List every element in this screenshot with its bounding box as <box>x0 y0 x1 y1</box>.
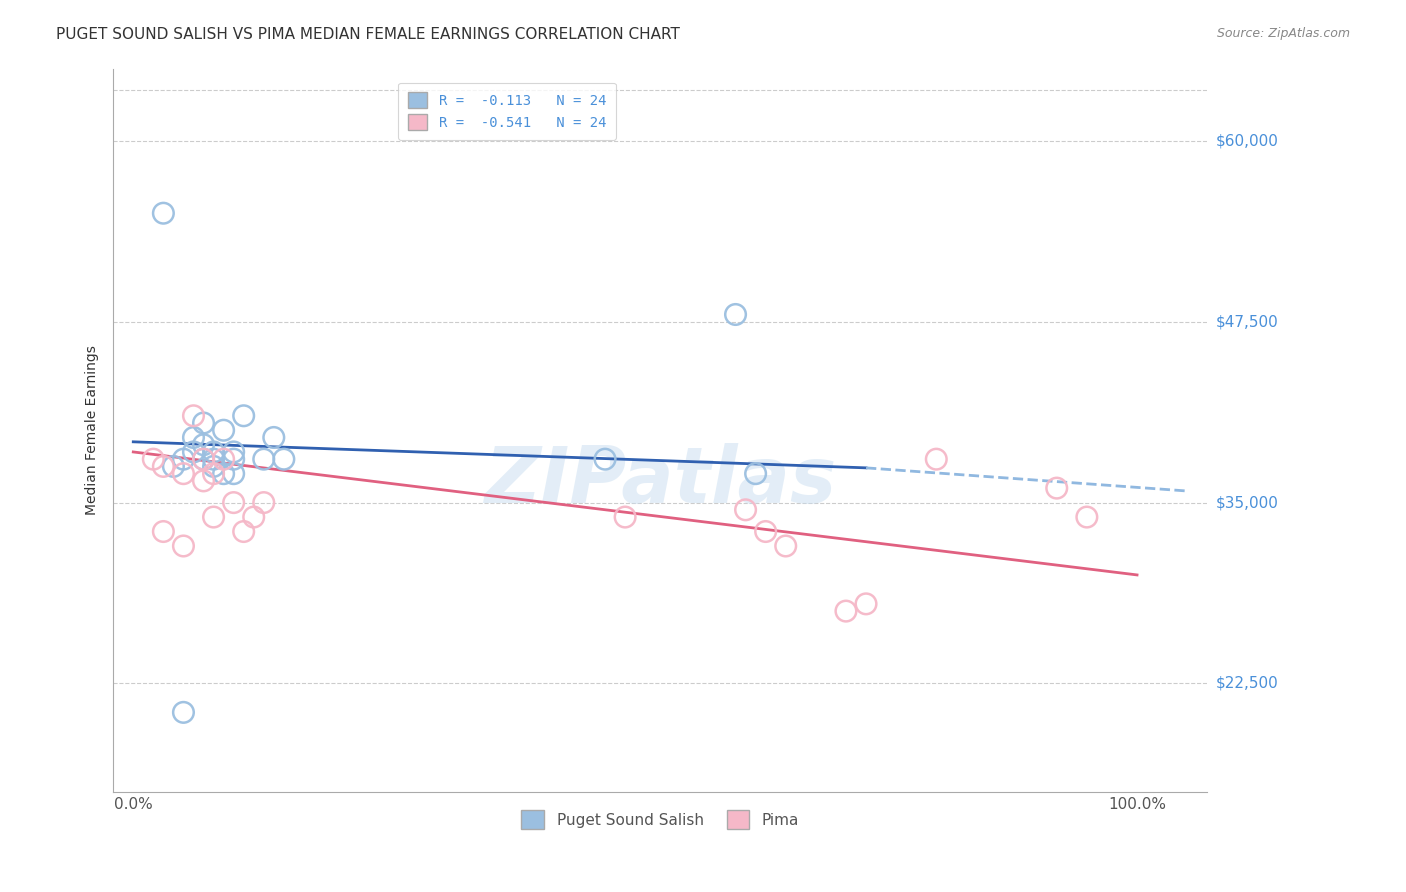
Point <box>193 452 215 467</box>
Point <box>152 524 174 539</box>
Text: PUGET SOUND SALISH VS PIMA MEDIAN FEMALE EARNINGS CORRELATION CHART: PUGET SOUND SALISH VS PIMA MEDIAN FEMALE… <box>56 27 681 42</box>
Point <box>202 452 225 467</box>
Point <box>193 452 215 467</box>
Text: $35,000: $35,000 <box>1216 495 1278 510</box>
Text: ZIPatlas: ZIPatlas <box>484 443 837 519</box>
Point <box>835 604 858 618</box>
Text: $22,500: $22,500 <box>1216 676 1278 691</box>
Y-axis label: Median Female Earnings: Median Female Earnings <box>86 345 100 516</box>
Point <box>172 467 194 481</box>
Point <box>172 706 194 720</box>
Point <box>744 467 766 481</box>
Point <box>202 467 225 481</box>
Point <box>193 438 215 452</box>
Point <box>925 452 948 467</box>
Point <box>253 495 276 509</box>
Point <box>222 445 245 459</box>
Point <box>183 445 205 459</box>
Text: $47,500: $47,500 <box>1216 314 1278 329</box>
Point <box>152 206 174 220</box>
Legend: Puget Sound Salish, Pima: Puget Sound Salish, Pima <box>516 804 806 835</box>
Point <box>855 597 877 611</box>
Point <box>212 467 235 481</box>
Point <box>593 452 616 467</box>
Text: $60,000: $60,000 <box>1216 134 1278 148</box>
Point <box>242 510 264 524</box>
Point <box>775 539 797 553</box>
Point <box>202 445 225 459</box>
Point <box>172 539 194 553</box>
Point <box>614 510 637 524</box>
Point <box>273 452 295 467</box>
Point <box>183 430 205 444</box>
Point <box>162 459 184 474</box>
Point <box>724 308 747 322</box>
Point <box>232 524 254 539</box>
Point <box>142 452 165 467</box>
Point <box>734 503 756 517</box>
Point <box>222 452 245 467</box>
Point <box>212 452 235 467</box>
Point <box>172 452 194 467</box>
Point <box>222 467 245 481</box>
Point <box>202 459 225 474</box>
Point <box>193 474 215 488</box>
Point <box>193 416 215 430</box>
Point <box>222 495 245 509</box>
Point <box>152 459 174 474</box>
Point <box>755 524 778 539</box>
Point <box>202 510 225 524</box>
Point <box>1076 510 1098 524</box>
Point <box>232 409 254 423</box>
Point <box>183 409 205 423</box>
Point <box>1046 481 1069 495</box>
Point <box>263 430 285 444</box>
Point <box>253 452 276 467</box>
Text: Source: ZipAtlas.com: Source: ZipAtlas.com <box>1216 27 1350 40</box>
Point <box>212 423 235 437</box>
